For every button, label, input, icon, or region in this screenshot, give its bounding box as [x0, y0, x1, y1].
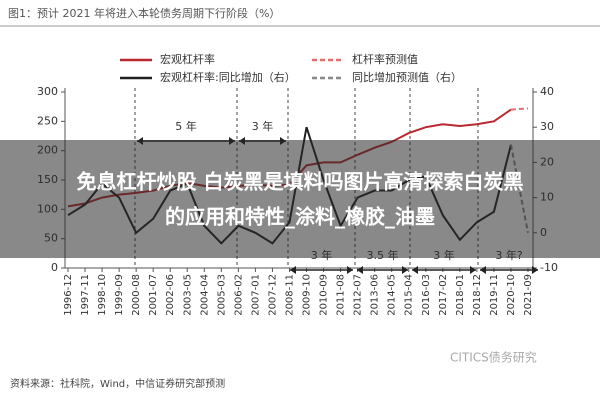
- legend-label: 宏观杠杆率: [160, 52, 215, 66]
- annotation: 3 年: [252, 119, 274, 133]
- chart-title: 图1：预计 2021 年将进入本轮债务周期下行阶段（%）: [8, 6, 280, 20]
- x-tick-label: 2000-08: [131, 274, 142, 316]
- y2-tick-label: -10: [540, 261, 558, 274]
- overlay-text: 的应用和特性_涂料_橡胶_油墨: [165, 205, 435, 229]
- source-note: 资料来源：社科院，Wind，中信证券研究部预测: [10, 377, 225, 390]
- x-tick-label: 2019-11: [489, 274, 500, 316]
- overlay-text: 免息杠杆炒股 白炭黑是填料吗图片高清探索白炭黑: [77, 170, 524, 194]
- x-tick-label: 2016-03: [421, 274, 432, 316]
- y-tick-label: 300: [37, 85, 58, 98]
- x-tick-label: 2011-08: [336, 274, 347, 316]
- y2-tick-label: 30: [540, 120, 554, 133]
- x-tick-label: 1996-12: [63, 274, 74, 316]
- x-tick-label: 2015-04: [404, 274, 415, 316]
- x-tick-label: 2007-12: [267, 274, 278, 316]
- x-tick-label: 2005-03: [216, 274, 227, 316]
- overlay-band: [0, 140, 600, 258]
- x-tick-label: 1998-10: [97, 274, 108, 316]
- y-tick-label: 0: [51, 261, 58, 274]
- x-tick-label: 2001-07: [148, 274, 159, 316]
- y-tick-label: 250: [37, 114, 58, 127]
- y2-tick-label: 40: [540, 85, 554, 98]
- legend-label: 同比增加预测值（右）: [352, 70, 462, 84]
- x-tick-label: 2020-10: [506, 274, 517, 316]
- x-tick-label: 2009-10: [302, 274, 313, 316]
- x-tick-label: 2017-02: [438, 274, 449, 316]
- arrow-head: [480, 266, 538, 274]
- x-tick-label: 2021-09: [523, 274, 534, 316]
- legend-label: 宏观杠杆率:同比增加（右）: [160, 70, 296, 84]
- x-tick-label: 2002-06: [165, 274, 176, 316]
- x-tick-label: 2008-11: [284, 274, 295, 316]
- x-tick-label: 2006-02: [233, 274, 244, 316]
- x-tick-label: 1999-09: [114, 274, 125, 316]
- x-tick-label: 2018-12: [472, 274, 483, 316]
- x-tick-label: 2004-04: [199, 274, 210, 316]
- arrow-head: [357, 266, 408, 274]
- x-tick-label: 2007-01: [250, 274, 261, 316]
- x-tick-label: 2003-05: [182, 274, 193, 316]
- legend-label: 杠杆率预测值: [352, 52, 418, 66]
- annotation: 5 年: [175, 119, 197, 133]
- x-tick-label: 2012-07: [353, 274, 364, 316]
- x-tick-label: 2010-09: [319, 274, 330, 316]
- x-tick-label: 2013-06: [370, 274, 381, 316]
- watermark: CITICS债务研究: [450, 350, 537, 365]
- x-tick-label: 1997-11: [80, 274, 91, 316]
- x-tick-label: 2018-01: [455, 274, 466, 316]
- series-line: [510, 107, 529, 111]
- x-tick-label: 2014-05: [387, 274, 398, 316]
